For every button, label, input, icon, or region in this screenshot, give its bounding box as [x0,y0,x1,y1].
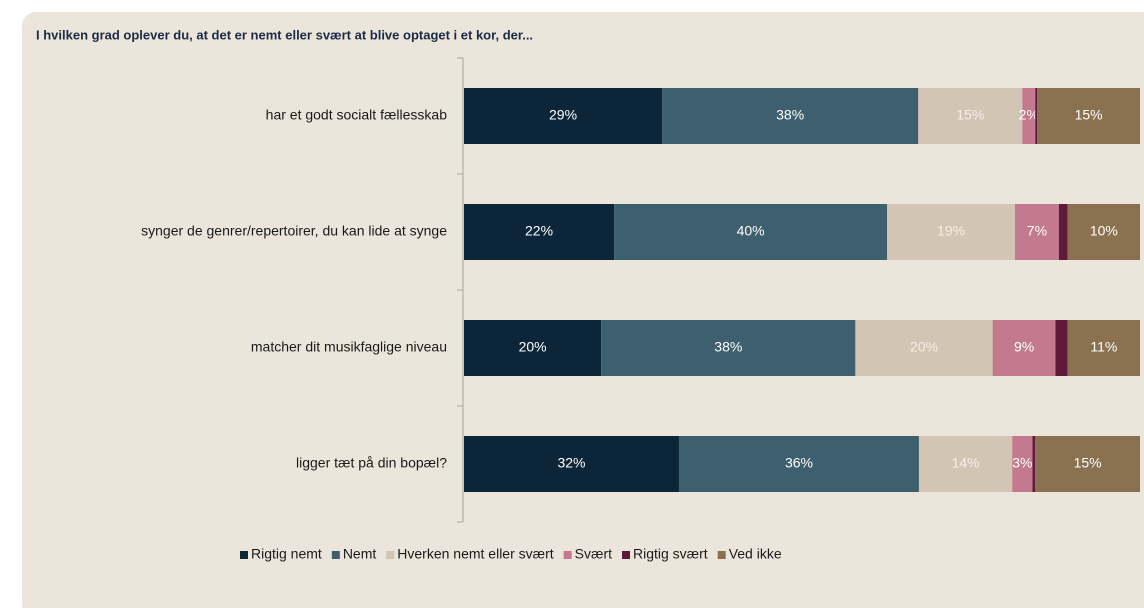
data-label: 22% [525,223,553,239]
data-label: 15% [1074,455,1102,471]
bar-segment [662,88,919,144]
bar-segment [992,320,1056,376]
data-label: 36% [785,455,813,471]
data-label: 38% [714,339,742,355]
legend-label: Svært [575,546,612,562]
bar-segment [918,436,1013,492]
data-label: 38% [776,107,804,123]
data-label: 20% [519,339,547,355]
y-tick-label: synger de genrer/repertoirer, du kan lid… [141,223,447,239]
legend-swatch [240,551,248,559]
legend-swatch [331,551,340,559]
data-label: 20% [910,339,938,355]
data-label: 15% [956,107,984,123]
bar-segment [918,88,1023,144]
legend-swatch [717,551,726,559]
legend-label: Rigtig nemt [251,546,322,562]
y-tick-label: har et godt socialt fællesskab [266,107,448,123]
bar-segment [464,204,615,260]
chart-title: I hvilken grad oplever du, at det er nem… [36,27,533,42]
data-label: 2% [1019,107,1039,123]
bar-segment [1058,204,1068,260]
legend-label: Nemt [343,546,377,562]
data-label: 32% [557,455,585,471]
data-label: 14% [952,455,980,471]
legend-swatch [622,551,630,559]
bar-segment [464,320,602,376]
data-label: 7% [1027,223,1047,239]
bar-segment [1014,204,1059,260]
bar-segment [887,204,1015,260]
bar-segment [1032,436,1036,492]
bar-segment [1035,88,1038,144]
bar-segment [1037,88,1140,144]
bar-segment [614,204,888,260]
data-label: 10% [1090,223,1118,239]
data-label: 40% [737,223,765,239]
bar-segment [1067,320,1140,376]
bar-segment [1012,436,1033,492]
bar-segment [1055,320,1068,376]
bar-segment [678,436,919,492]
bar-segment [601,320,856,376]
legend-swatch [386,551,395,559]
legend-label: Hverken nemt eller svært [397,546,553,562]
bar-segment [1022,88,1036,144]
y-tick-label: matcher dit musikfaglige niveau [251,339,447,355]
legend-swatch [563,551,572,559]
bar-segment [1067,204,1140,260]
legend-label: Ved ikke [729,546,782,562]
data-label: 15% [1075,107,1103,123]
bar-segment [1035,436,1140,492]
data-label: 29% [549,107,577,123]
bar-segment [464,88,663,144]
bar-segment [464,436,679,492]
data-label: 3% [1012,455,1032,471]
data-label: 11% [1090,339,1117,355]
data-label: 19% [937,223,965,239]
data-label: 9% [1014,339,1034,355]
y-tick-label: ligger tæt på din bopæl? [296,455,447,471]
bar-segment [855,320,993,376]
legend-label: Rigtig svært [633,546,708,562]
